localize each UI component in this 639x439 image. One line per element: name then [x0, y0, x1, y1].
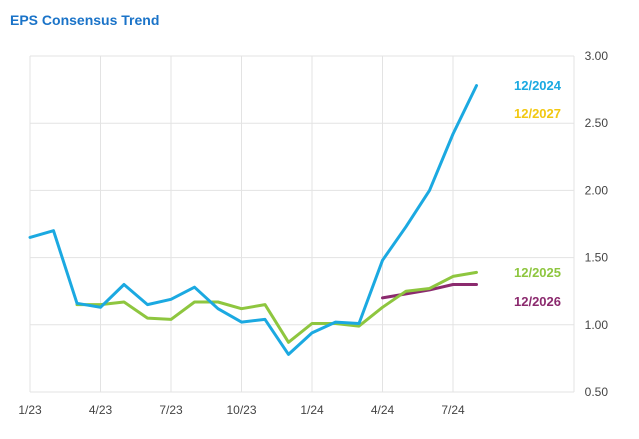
y-tick-label: 0.50 — [585, 385, 609, 399]
x-tick-label: 4/23 — [89, 403, 113, 417]
x-tick-label: 10/23 — [226, 403, 256, 417]
series-label-12-2024: 12/2024 — [514, 78, 562, 93]
series-label-12-2025: 12/2025 — [514, 265, 561, 280]
x-tick-label: 7/23 — [159, 403, 183, 417]
y-tick-label: 1.00 — [585, 318, 609, 332]
series-label-12-2026: 12/2026 — [514, 294, 561, 309]
x-tick-label: 4/24 — [371, 403, 395, 417]
chart-title: EPS Consensus Trend — [10, 12, 160, 28]
y-tick-label: 2.50 — [585, 116, 609, 130]
gridlines — [29, 55, 575, 393]
x-axis-ticks: 1/23 4/23 7/23 10/23 1/24 4/24 7/24 — [18, 403, 465, 417]
series-label-12-2027: 12/2027 — [514, 106, 561, 121]
y-axis-ticks: 3.00 2.50 2.00 1.50 1.00 0.50 — [585, 49, 609, 399]
x-tick-label: 1/23 — [18, 403, 42, 417]
y-tick-label: 2.00 — [585, 183, 609, 197]
x-tick-label: 7/24 — [441, 403, 465, 417]
series-lines — [28, 84, 478, 356]
y-tick-label: 1.50 — [585, 251, 609, 265]
series-line-12-2024 — [28, 84, 478, 356]
series-labels: 12/2024 12/2025 12/2026 12/2027 — [514, 78, 562, 309]
x-tick-label: 1/24 — [300, 403, 324, 417]
series-line-12-2025 — [75, 270, 478, 344]
y-tick-label: 3.00 — [585, 49, 609, 63]
